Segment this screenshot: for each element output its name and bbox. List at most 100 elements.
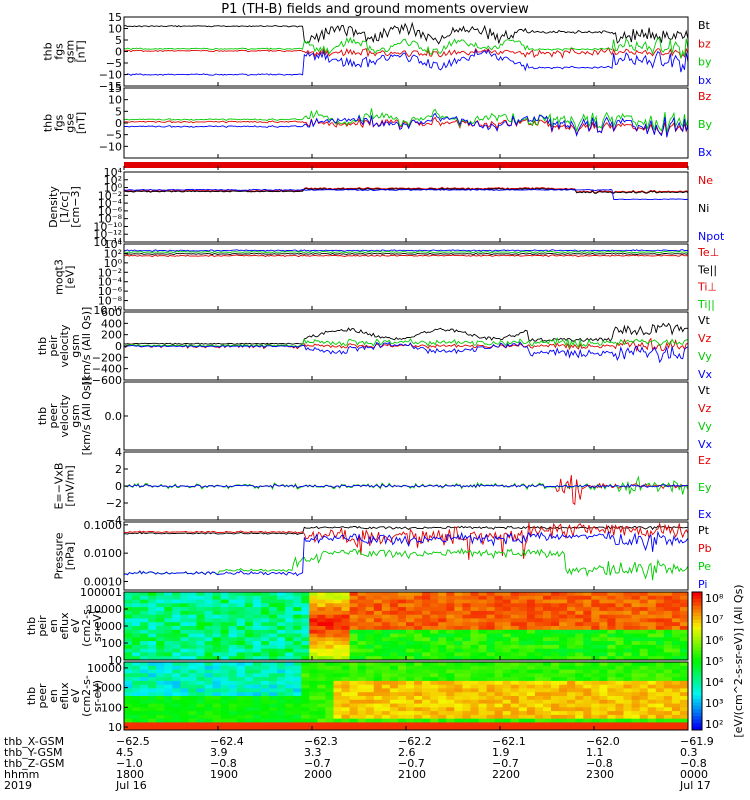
spectrogram-cell (164, 595, 173, 601)
spectrogram-cell (486, 603, 496, 608)
spectrogram-cell (639, 607, 649, 612)
spectrogram-cell (277, 714, 286, 720)
spectrogram-cell (261, 656, 270, 661)
spectrogram-cell (204, 722, 214, 727)
spectrogram-cell (446, 626, 455, 631)
spectrogram-cell (397, 703, 407, 708)
series-fgs_gse-Bx (123, 112, 689, 138)
spectrogram-cell (309, 599, 318, 604)
spectrogram-cell (341, 707, 351, 712)
spectrogram-cell (285, 684, 294, 689)
spectrogram-cell (615, 680, 625, 686)
spectrogram-cell (124, 595, 133, 601)
spectrogram-cell (494, 722, 504, 727)
spectrogram-cell (446, 722, 455, 727)
spectrogram-cell (679, 656, 689, 661)
spectrogram-cell (325, 607, 334, 612)
spectrogram-cell (623, 618, 633, 623)
ylabel-fgs_gse: gse (64, 113, 77, 133)
spectrogram-cell (623, 703, 633, 708)
spectrogram-cell (663, 637, 673, 642)
colorbar-step (692, 692, 702, 696)
spectrogram-cell (212, 699, 222, 705)
spectrogram-cell (615, 711, 625, 716)
spectrogram-cell (663, 592, 673, 597)
spectrogram-cell (623, 656, 633, 661)
spectrogram-cell (277, 622, 286, 627)
spectrogram-cell (365, 680, 375, 686)
spectrogram-cell (486, 595, 496, 601)
spectrogram-cell (599, 665, 608, 671)
spectrogram-cell (446, 648, 455, 653)
spectrogram-cell (430, 603, 439, 608)
spectrogram-cell (478, 711, 488, 716)
spectrogram-cell (228, 669, 238, 674)
spectrogram-cell (357, 714, 367, 720)
ytick-label: 10² (104, 174, 122, 187)
spectrogram-cell (502, 614, 512, 619)
spectrogram-cell (172, 699, 181, 705)
spectrogram-cell (647, 688, 657, 693)
spectrogram-cell (655, 699, 665, 705)
spectrogram-cell (301, 626, 310, 631)
spectrogram-cell (414, 626, 423, 631)
spectrogram-cell (567, 662, 576, 667)
ytick-label: 10⁻⁴ (98, 276, 123, 289)
spectrogram-cell (124, 665, 133, 671)
spectrogram-cell (494, 614, 504, 619)
spectrogram-cell (551, 665, 560, 671)
spectrogram-cell (551, 662, 560, 667)
spectrogram-cell (486, 610, 496, 616)
spectrogram-cell (655, 714, 665, 720)
spectrogram-cell (414, 707, 423, 712)
colorbar-step (692, 678, 702, 683)
spectrogram-cell (631, 633, 641, 638)
spectrogram-cell (349, 637, 359, 642)
spectrogram-cell (494, 669, 504, 674)
spectrogram-cell (269, 610, 278, 616)
spectrogram-cell (285, 637, 294, 642)
spectrogram-cell (148, 610, 157, 616)
spectrogram-cell (164, 592, 173, 597)
spectrogram-cell (148, 692, 157, 697)
spectrogram-cell (551, 669, 560, 674)
spectrogram-cell (381, 696, 391, 701)
spectrogram-cell (671, 626, 681, 631)
spectrogram-cell (252, 637, 262, 642)
spectrogram-cell (406, 629, 415, 635)
spectrogram-cell (470, 626, 480, 631)
spectrogram-cell (438, 688, 447, 693)
spectrogram-cell (526, 656, 536, 661)
spectrogram-cell (446, 726, 455, 731)
spectrogram-cell (583, 652, 592, 657)
spectrogram-cell (406, 692, 415, 697)
spectrogram-cell (317, 644, 326, 650)
spectrogram-cell (277, 726, 286, 731)
spectrogram-cell (373, 648, 383, 653)
spectrogram-cell (349, 669, 359, 674)
spectrogram-cell (172, 711, 181, 716)
spectrogram-cell (333, 722, 343, 727)
spectrogram-cell (551, 680, 560, 686)
spectrogram-cell (615, 684, 625, 689)
spectrogram-cell (663, 688, 673, 693)
spectrogram-cell (389, 622, 399, 627)
spectrogram-cell (397, 637, 407, 642)
legend-density-1: Ni (698, 202, 709, 215)
spectrogram-cell (543, 722, 552, 727)
spectrogram-cell (309, 726, 318, 731)
spectrogram-cell (357, 603, 367, 608)
spectrogram-cell (244, 662, 254, 667)
spectrogram-cell (639, 648, 649, 653)
spectrogram-cell (526, 726, 536, 731)
spectrogram-cell (317, 618, 326, 623)
spectrogram-cell (462, 692, 471, 697)
spectrogram-cell (269, 718, 278, 723)
spectrogram-cell (583, 684, 592, 689)
spectrogram-cell (599, 707, 608, 712)
colorbar-step (692, 595, 702, 600)
spectrogram-cell (373, 673, 383, 678)
spectrogram-cell (599, 696, 608, 701)
spectrogram-cell (188, 711, 198, 716)
ytick-label: −5 (106, 129, 122, 142)
